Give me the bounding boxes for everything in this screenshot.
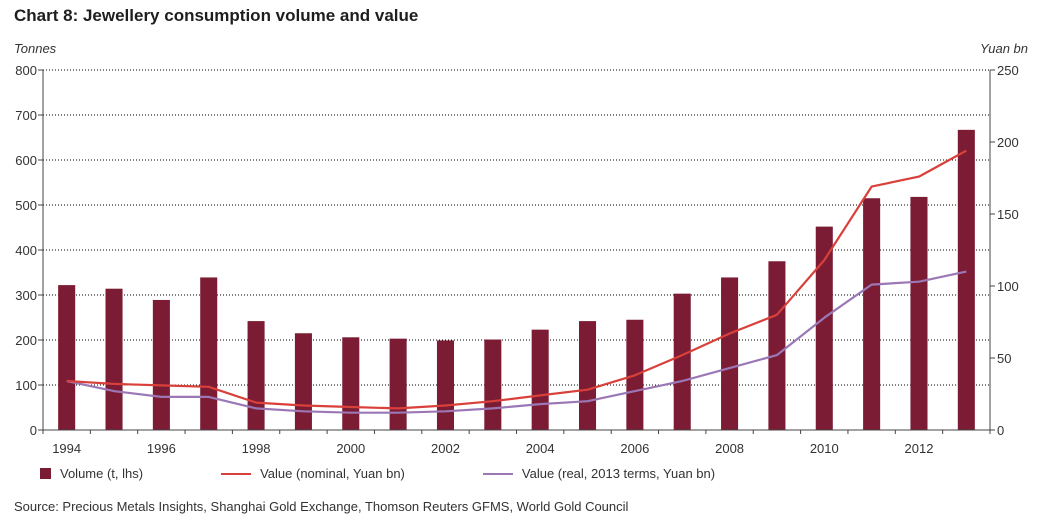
x-tick-label: 2012 <box>905 441 934 456</box>
left-tick-label: 700 <box>15 108 37 123</box>
bar-volume-2007 <box>673 293 691 430</box>
left-tick-label: 500 <box>15 198 37 213</box>
left-tick-label: 600 <box>15 153 37 168</box>
right-tick-label: 250 <box>997 63 1019 78</box>
bar-volume-2011 <box>863 198 881 430</box>
x-tick-label: 2010 <box>810 441 839 456</box>
chart-legend: Volume (t, lhs) Value (nominal, Yuan bn)… <box>40 466 753 481</box>
bar-volume-1998 <box>247 321 265 430</box>
x-tick-label: 1998 <box>242 441 271 456</box>
x-tick-label: 2004 <box>526 441 555 456</box>
right-tick-label: 50 <box>997 351 1011 366</box>
legend-label-volume: Volume (t, lhs) <box>60 466 144 481</box>
bar-volume-2010 <box>815 226 833 430</box>
legend-label-nominal: Value (nominal, Yuan bn) <box>260 466 405 481</box>
legend-label-real: Value (real, 2013 terms, Yuan bn) <box>521 466 716 481</box>
line-value-nominal <box>66 149 967 410</box>
bar-volume-2004 <box>531 329 549 430</box>
legend-swatch-real <box>482 472 513 475</box>
left-tick-label: 200 <box>15 333 37 348</box>
right-tick-label: 200 <box>997 135 1019 150</box>
legend-item-nominal: Value (nominal, Yuan bn) <box>221 466 405 481</box>
right-tick-label: 100 <box>997 279 1019 294</box>
x-tick-label: 2000 <box>336 441 365 456</box>
x-tick-label: 2008 <box>715 441 744 456</box>
bar-volume-2013 <box>957 129 975 430</box>
x-tick-label: 1994 <box>52 441 81 456</box>
right-tick-label: 150 <box>997 207 1019 222</box>
bar-volume-2002 <box>436 340 454 430</box>
legend-swatch-volume <box>40 468 51 479</box>
left-tick-label: 300 <box>15 288 37 303</box>
chart-title: Chart 8: Jewellery consumption volume an… <box>14 6 419 25</box>
bar-volume-1997 <box>200 277 218 430</box>
right-tick-label: 0 <box>997 423 1004 438</box>
bar-volume-1994 <box>58 285 76 430</box>
legend-swatch-nominal <box>221 472 252 475</box>
bar-volume-2008 <box>721 277 739 430</box>
bar-volume-2005 <box>579 321 597 430</box>
bar-volume-2003 <box>484 339 502 430</box>
left-tick-label: 400 <box>15 243 37 258</box>
bar-volume-1995 <box>105 288 123 430</box>
legend-item-real: Value (real, 2013 terms, Yuan bn) <box>482 466 716 481</box>
source-note: Source: Precious Metals Insights, Shangh… <box>14 499 629 514</box>
bar-volume-1996 <box>152 299 170 430</box>
left-tick-label: 100 <box>15 378 37 393</box>
bar-volume-2001 <box>389 338 407 430</box>
line-value-real <box>66 270 967 414</box>
x-tick-label: 1996 <box>147 441 176 456</box>
left-tick-label: 800 <box>15 63 37 78</box>
left-tick-label: 0 <box>30 423 37 438</box>
x-tick-label: 2006 <box>620 441 649 456</box>
legend-item-volume: Volume (t, lhs) <box>40 466 143 481</box>
bar-volume-2009 <box>768 261 786 430</box>
right-axis-unit: Yuan bn <box>980 41 1028 56</box>
x-tick-label: 2002 <box>431 441 460 456</box>
bar-volume-2000 <box>342 337 360 430</box>
left-axis-unit: Tonnes <box>14 41 57 56</box>
bar-volume-1999 <box>294 333 312 430</box>
bar-volume-2012 <box>910 196 928 430</box>
